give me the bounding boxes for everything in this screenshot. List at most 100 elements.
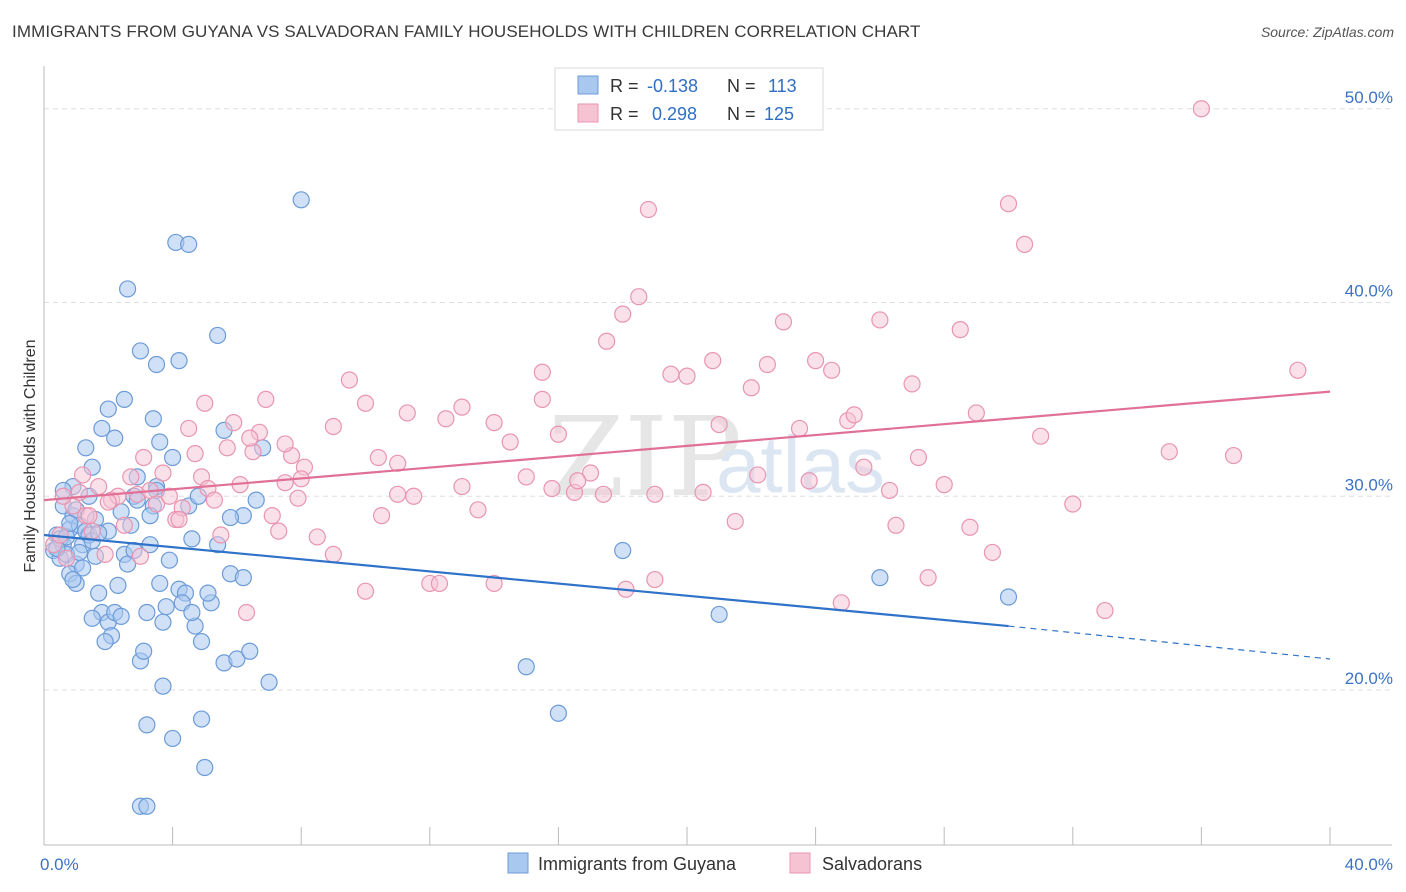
point-guyana-56 [228,650,246,668]
point-salvadorans-101 [543,479,561,498]
point-salvadorans-76 [871,311,889,329]
y-tick-labels: 20.0% 30.0% 40.0% 50.0% [1345,88,1393,688]
point-salvadorans-80 [935,476,953,494]
trend-line-salvadorans [43,390,1331,502]
point-salvadorans-115 [398,404,416,422]
point-guyana-68 [147,355,166,374]
point-salvadorans-43 [356,394,375,412]
point-salvadorans-33 [257,390,275,408]
point-salvadorans-92 [646,485,664,503]
legend-r-value-1: -0.138 [647,76,698,96]
point-salvadorans-44 [372,507,391,525]
point-salvadorans-88 [1160,443,1178,461]
series-salvadorans-points [45,100,1307,622]
legend-n-value-1: 113 [768,76,797,96]
point-salvadorans-12 [122,468,140,486]
legend-n-label-1: N = [727,76,756,96]
point-salvadorans-6 [83,522,101,540]
point-salvadorans-41 [324,417,342,436]
y-tick-label-3: 50.0% [1345,88,1393,107]
point-salvadorans-114 [430,574,449,593]
point-guyana-109 [64,570,82,589]
legend-swatch-guyana-bottom [507,852,529,874]
point-salvadorans-95 [389,485,407,503]
point-salvadorans-93 [533,363,551,381]
point-guyana-78 [164,729,182,748]
point-guyana-105 [183,603,201,622]
point-salvadorans-34 [263,507,281,525]
point-guyana-64 [115,390,133,408]
point-salvadorans-66 [710,415,728,434]
point-salvadorans-84 [1015,235,1034,253]
point-guyana-79 [192,710,211,728]
point-salvadorans-79 [919,569,937,587]
point-guyana-41 [154,613,172,631]
point-salvadorans-105 [704,352,722,370]
point-salvadorans-40 [308,528,326,546]
point-guyana-103 [109,576,127,594]
x-tick-labels: 0.0% 40.0% [40,855,1393,874]
point-salvadorans-36 [276,474,294,492]
legend-box [554,67,824,131]
point-salvadorans-120 [131,547,150,565]
point-salvadorans-90 [1224,446,1243,465]
chart-title: IMMIGRANTS FROM GUYANA VS SALVADORAN FAM… [12,22,921,41]
trend-lines [43,390,1331,660]
point-salvadorans-46 [405,487,423,505]
point-salvadorans-99 [276,435,294,453]
legend-swatch-salvadorans [577,103,599,123]
point-salvadorans-78 [903,375,921,393]
point-salvadorans-109 [845,406,863,424]
point-salvadorans-57 [581,464,600,482]
point-salvadorans-25 [205,491,223,509]
point-salvadorans-54 [533,390,551,408]
point-salvadorans-122 [73,466,92,484]
point-guyana-83 [154,677,172,695]
point-salvadorans-96 [356,582,375,600]
point-guyana-62 [99,400,117,418]
point-guyana-80 [234,569,252,587]
x-tick-label-0: 0.0% [40,855,79,874]
point-salvadorans-2 [57,549,76,567]
point-guyana-36 [138,603,156,622]
point-guyana-76 [151,433,169,451]
point-salvadorans-107 [800,472,818,490]
point-salvadorans-48 [437,410,455,428]
legend-r-value-2: 0.298 [652,104,697,124]
point-salvadorans-110 [880,481,899,500]
legend-label-salvadorans: Salvadorans [822,854,922,874]
trend-line-guyana [43,533,1009,628]
axes [43,66,1392,846]
point-salvadorans-11 [115,516,133,534]
point-guyana-95 [61,514,79,532]
point-salvadorans-52 [501,433,519,451]
point-guyana-77 [138,716,156,734]
point-salvadorans-64 [678,367,696,385]
point-salvadorans-83 [999,195,1018,213]
point-salvadorans-58 [598,332,616,350]
point-salvadorans-85 [1032,427,1050,445]
point-salvadorans-102 [569,472,587,490]
point-guyana-106 [199,584,217,602]
point-salvadorans-35 [270,522,288,540]
legend-swatch-salvadorans-bottom [789,852,811,874]
point-salvadorans-75 [855,458,873,476]
point-salvadorans-28 [225,414,243,432]
series-legend: Immigrants from Guyana Salvadorans [507,852,922,874]
y-tick-label-1: 30.0% [1345,475,1393,494]
point-salvadorans-53 [517,468,535,486]
point-salvadorans-116 [369,448,387,467]
legend-label-guyana: Immigrants from Guyana [538,854,737,874]
point-salvadorans-113 [983,543,1002,562]
point-guyana-40 [151,574,169,593]
point-salvadorans-100 [485,574,503,593]
point-salvadorans-94 [453,398,471,416]
point-salvadorans-42 [340,371,359,389]
source-credit: Source: ZipAtlas.com [1260,24,1394,40]
point-guyana-97 [549,704,568,722]
point-salvadorans-82 [967,404,985,422]
point-guyana-101 [999,588,1018,606]
correlation-legend: R = -0.138 N = 113 R = 0.298 N = 125 [554,67,824,131]
point-guyana-61 [260,673,278,691]
